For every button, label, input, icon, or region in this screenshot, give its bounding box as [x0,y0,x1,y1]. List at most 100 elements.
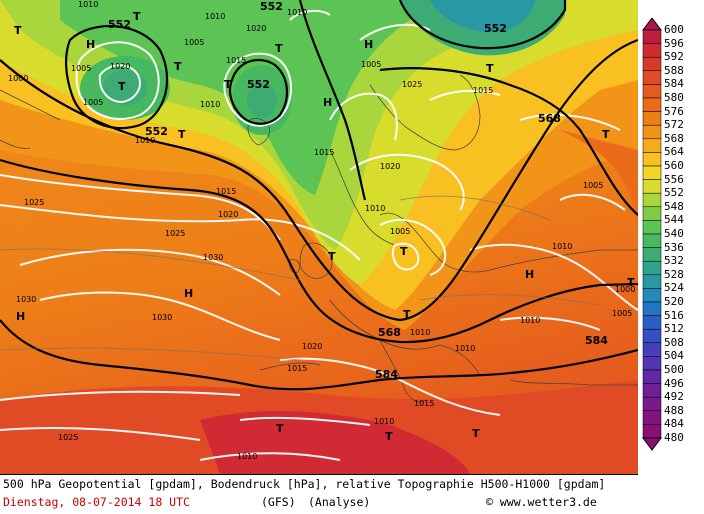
field-hot-core [200,410,470,474]
isobar-label: 1010 [135,136,156,145]
legend-swatch [642,424,662,439]
copyright-link[interactable]: © www.wetter3.de [486,495,597,509]
isobar-label: 1015 [287,364,308,373]
footer-info: Dienstag, 08-07-2014 18 UTC (GFS) (Analy… [3,495,597,509]
low-pressure-marker: T [328,250,336,263]
geopotential-label: 568 [378,326,401,339]
isobar-label: 1010 [365,204,386,213]
legend-tick-label: 484 [664,417,684,431]
legend-tick-label: 560 [664,159,684,172]
isobar-label: 1010 [287,8,308,17]
legend-swatch [642,70,662,85]
high-pressure-marker: H [323,96,333,109]
geopotential-label: 552 [108,18,131,31]
legend-swatch [642,206,662,221]
isobar-label: 1010 [78,0,99,9]
run-type: (Analyse) [308,495,371,509]
legend-tick-label: 588 [664,63,684,77]
legend-tick-label: 500 [664,363,684,376]
geopotential-label: 584 [375,368,398,381]
high-pressure-marker: H [184,287,194,300]
isobar-label: 1005 [83,98,104,107]
isobar-label: 1030 [16,295,37,304]
low-pressure-marker: T [486,62,494,75]
topography-lines [0,195,601,361]
isobar-label: 1010 [410,328,431,337]
legend-tick-label: 524 [664,281,684,295]
legend-tick-label: 568 [664,131,684,145]
legend-tick-label: 492 [664,390,684,404]
legend-colorbar [642,18,662,451]
isobar-label: 1025 [58,433,79,442]
low-pressure-marker: T [627,276,635,289]
geopotential-label: 552 [247,78,270,91]
legend-tick-label: 480 [664,431,684,444]
legend-swatch [642,356,662,371]
legend-tick-label: 576 [664,104,684,118]
low-pressure-marker: T [178,128,186,141]
map-footer: 500 hPa Geopotential [gpdam], Bodendruck… [0,474,638,514]
legend-tick-label: 564 [664,145,684,159]
legend-tick-label: 496 [664,376,684,390]
geopotential-lines [0,0,638,391]
legend-swatch [642,56,662,72]
low-pressure-marker: T [133,10,141,23]
weather-map: 552 552 552 552 552 568 568 584 584 T T … [0,0,638,474]
legend-swatch [642,410,662,425]
isobar-label: 1010 [552,242,573,251]
legend-arrow-bottom [642,437,662,451]
legend-tick-label: 548 [664,199,684,213]
low-pressure-marker: T [472,427,480,440]
isobar-label: 1025 [165,229,186,238]
field-low-north-core [430,0,535,32]
legend-tick-label: 508 [664,335,684,349]
isobar-label: 1010 [520,316,541,325]
low-pressure-marker: T [602,128,610,141]
legend-swatch [642,220,662,235]
legend-swatch [642,97,662,112]
legend-tick-label: 532 [664,254,684,268]
legend-swatch [642,260,662,276]
field-low-west-core [103,70,147,106]
isobar-label: 1025 [402,80,423,89]
geopotential-label: 568 [538,112,561,125]
low-pressure-marker: T [400,245,408,258]
isobar-label: 1015 [216,187,237,196]
low-pressure-marker: T [224,78,232,91]
isobar-label: 1020 [218,210,239,219]
legend-swatch [642,192,662,208]
isobar-label: 1025 [24,198,45,207]
legend-tick-label: 596 [664,36,684,50]
legend-swatch [642,233,662,248]
high-pressure-marker: H [525,268,535,281]
isobar-label: 1005 [583,181,604,190]
isobar-label: 1010 [374,417,395,426]
isobar-label: 1020 [302,342,323,351]
legend-swatch [642,152,662,167]
model-name: (GFS) [261,495,296,509]
low-pressure-marker: T [385,430,393,443]
legend-swatch [642,43,662,58]
isobar-label: 1015 [226,56,247,65]
legend-swatch [642,165,662,180]
isobar-label: 1030 [203,253,224,262]
field-low-central-core [247,82,277,118]
legend-tick-label: 488 [664,403,684,417]
legend-swatch [642,29,662,44]
high-pressure-marker: H [16,310,26,323]
legend-swatch [642,315,662,330]
legend-tick-label: 592 [664,50,684,64]
legend-swatch [642,247,662,262]
geopotential-label: 552 [260,0,283,13]
legend-tick-label: 512 [664,322,684,336]
low-pressure-marker: T [276,422,284,435]
low-pressure-marker: T [14,24,22,37]
field-east-orange [560,130,638,250]
legend-swatch [642,342,662,357]
isobar-label: 1015 [414,399,435,408]
high-pressure-marker: H [364,38,374,51]
legend-tick-label: 584 [664,77,684,91]
isobar-label: 1030 [152,313,173,322]
legend-swatch [642,328,662,344]
low-pressure-marker: T [174,60,182,73]
